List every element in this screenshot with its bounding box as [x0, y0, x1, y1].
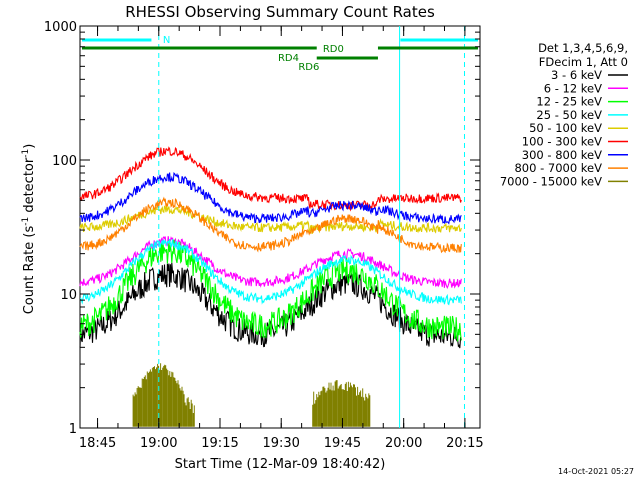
series-bars-1 [312, 380, 371, 427]
series-bars-0 [132, 363, 195, 427]
x-tick-label-1: 19:00 [140, 436, 177, 451]
legend-label-5: 100 - 300 keV [522, 135, 602, 149]
legend-label-4: 50 - 100 keV [529, 121, 602, 135]
legend-label-1: 6 - 12 keV [544, 81, 602, 95]
legend-label-7: 800 - 7000 keV [514, 161, 602, 175]
series-line-3 [80, 238, 462, 306]
flag-label-rd0: RD0 [323, 44, 344, 55]
legend: Det 1,3,4,5,6,9, FDecim 1, Att 0 3 - 6 k… [500, 41, 628, 188]
legend-header-1: Det 1,3,4,5,6,9, [538, 41, 628, 55]
series-line-6 [79, 171, 462, 225]
legend-label-6: 300 - 800 keV [522, 148, 602, 162]
legend-label-2: 12 - 25 keV [536, 95, 602, 109]
legend-header-2: FDecim 1, Att 0 [539, 55, 628, 69]
chart-title: RHESSI Observing Summary Count Rates [125, 3, 435, 21]
x-tick-label-6: 20:15 [446, 436, 483, 451]
legend-label-3: 25 - 50 keV [536, 108, 602, 122]
x-tick-label-5: 20:00 [385, 436, 422, 451]
y-tick-label-2: 100 [52, 154, 77, 169]
footer-timestamp: 14-Oct-2021 05:27 [558, 467, 634, 476]
y-tick-label-0: 1 [69, 422, 77, 437]
flag-label-n: N [163, 35, 170, 46]
x-tick-label-3: 19:30 [262, 436, 299, 451]
flag-label-rd6: RD6 [298, 62, 319, 73]
x-tick-label-0: 18:45 [79, 436, 116, 451]
series-line-1 [79, 236, 462, 290]
x-tick-label-4: 19:45 [324, 436, 361, 451]
flag-label-rd4: RD4 [278, 53, 299, 64]
y-tick-label-1: 10 [60, 288, 77, 303]
series-line-5 [79, 146, 462, 212]
legend-label-0: 3 - 6 keV [551, 68, 602, 82]
series-line-7 [79, 196, 462, 254]
x-tick-label-2: 19:15 [201, 436, 238, 451]
legend-label-8: 7000 - 15000 keV [500, 174, 602, 188]
series-line-2 [79, 239, 462, 342]
y-tick-label-3: 1000 [44, 20, 77, 35]
y-axis-label: Count Rate (s-1 detector-1) [21, 144, 37, 315]
x-axis-label: Start Time (12-Mar-09 18:40:42) [175, 457, 386, 472]
